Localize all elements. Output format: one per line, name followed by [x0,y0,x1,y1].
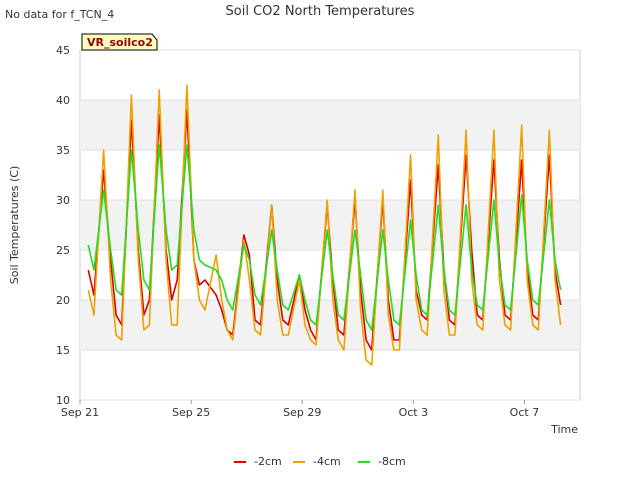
y-tick-label: 45 [56,44,70,57]
x-tick-label: Sep 25 [172,406,210,419]
grid-band [80,100,580,150]
y-tick-label: 40 [56,94,70,107]
series-line-4cm [87,84,562,366]
y-tick-label: 20 [56,294,70,307]
x-axis-label: Time [550,423,578,436]
grid-band [80,300,580,350]
legend: -2cm -4cm -8cm [234,455,406,468]
x-tick-label: Oct 3 [399,406,429,419]
x-tick-label: Sep 21 [61,406,99,419]
badge-label: VR_soilco2 [87,36,153,49]
no-data-note: No data for f_TCN_4 [5,8,114,21]
legend-label: -2cm [254,455,282,468]
site-badge: VR_soilco2 [81,33,158,51]
y-tick-label: 15 [56,344,70,357]
x-tick-label: Oct 7 [510,406,540,419]
x-axis-ticks: Sep 21 Sep 25 Sep 29 Oct 3 Oct 7 [61,400,539,419]
chart-title: Soil CO2 North Temperatures [226,4,415,19]
y-axis-ticks: 10 15 20 25 30 35 40 45 [56,44,70,407]
y-tick-label: 25 [56,244,70,257]
x-tick-label: Sep 29 [283,406,321,419]
badge-box [81,33,158,51]
legend-label: -8cm [378,455,406,468]
y-tick-label: 30 [56,194,70,207]
series-lines [87,84,562,366]
y-tick-label: 35 [56,144,70,157]
y-axis-label: Soil Temperatures (C) [8,166,21,285]
legend-label: -4cm [313,455,341,468]
series-line-8cm [87,144,562,331]
y-tick-label: 10 [56,394,70,407]
plot-background [79,49,581,401]
